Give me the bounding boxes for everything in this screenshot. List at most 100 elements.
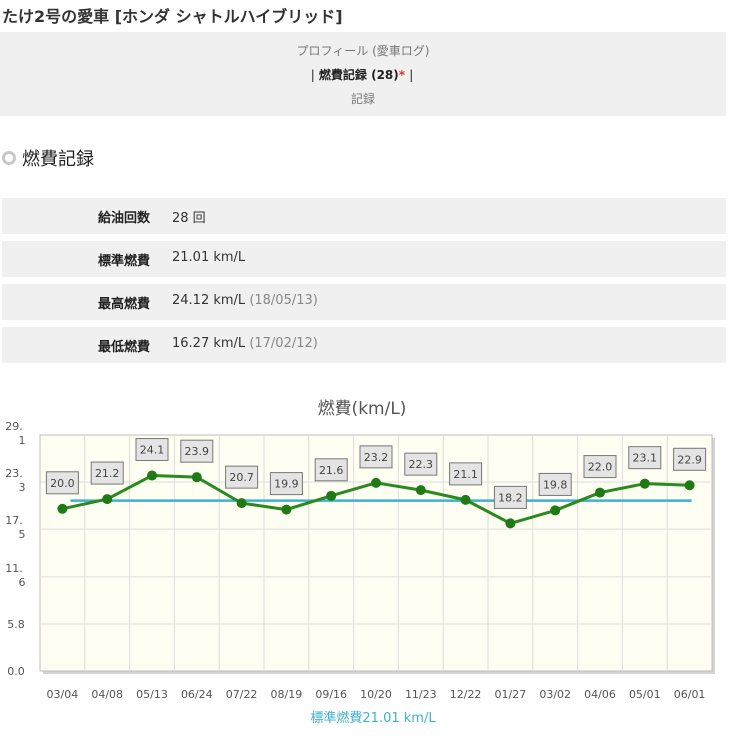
data-label: 23.2 xyxy=(364,451,389,464)
nav-profile-link[interactable]: プロフィール (愛車ログ) xyxy=(296,44,430,58)
fuel-economy-chart-svg: 燃費(km/L) 29.1 23.3 17.5 11.6 5.8 0.0 03/04 04/08… xyxy=(5,399,715,726)
data-label-box xyxy=(269,472,303,496)
stat-row-refuel-count: 給油回数 28 回 xyxy=(2,198,726,234)
nav-records-row: | 燃費記録 (28)* | xyxy=(0,66,726,83)
stat-value: 16.27 km/L (17/02/12) xyxy=(172,336,318,351)
fuel-economy-chart: 燃費(km/L) 29. 1 23. 3 17. 5 11. 6 5.8 0.0 03/04 04/08… xyxy=(0,388,730,738)
y-tick-label: 17. xyxy=(5,514,23,527)
x-tick-label: 04/08 xyxy=(91,688,123,701)
data-label: 21.2 xyxy=(95,467,120,480)
data-label: 20.7 xyxy=(229,471,254,484)
y-tick-label: 23. xyxy=(5,467,23,480)
stat-value-text: 28 回 xyxy=(172,211,206,226)
stat-value: 28 回 xyxy=(172,207,206,226)
nav-new-star-icon: * xyxy=(398,68,406,82)
stat-value-text: 21.01 km/L xyxy=(172,250,246,265)
stat-value: 24.12 km/L (18/05/13) xyxy=(172,293,318,308)
data-label: 22.3 xyxy=(409,458,434,471)
y-tick-label-part: 6 xyxy=(19,576,26,589)
data-point xyxy=(191,472,202,483)
data-point xyxy=(281,504,292,515)
nav-separator-left: | xyxy=(310,68,315,82)
data-label: 22.9 xyxy=(677,453,702,466)
stat-value-text: 16.27 km/L xyxy=(172,336,246,351)
nav-separator-right: | xyxy=(409,68,414,82)
data-point xyxy=(102,494,113,505)
data-label-box xyxy=(673,447,707,471)
section-heading-text: 燃費記録 xyxy=(22,149,94,170)
stat-label: 標準燃費 xyxy=(97,254,150,269)
x-tick-label: 03/04 xyxy=(47,688,79,701)
data-point xyxy=(415,485,426,496)
data-label-box xyxy=(225,465,259,489)
car-nav-panel: プロフィール (愛車ログ) | 燃費記録 (28)* | 記録 xyxy=(0,32,726,116)
x-tick-label: 06/01 xyxy=(674,688,706,701)
nav-memo-link[interactable]: 記録 xyxy=(350,92,375,106)
stat-date: (18/05/13) xyxy=(249,293,318,308)
data-label-box xyxy=(359,445,393,469)
data-point xyxy=(236,498,247,509)
stat-label: 給油回数 xyxy=(97,211,150,226)
data-point xyxy=(684,480,695,491)
car-title-owner: たけ2号の愛車 xyxy=(2,7,110,26)
data-label: 21.6 xyxy=(319,464,344,477)
stat-value: 21.01 km/L xyxy=(172,250,245,265)
data-label-box xyxy=(135,438,169,462)
data-point xyxy=(460,494,471,505)
nav-profile-row: プロフィール (愛車ログ) xyxy=(0,42,726,59)
y-tick-label-part: 1 xyxy=(19,434,26,447)
data-point xyxy=(595,487,605,498)
data-point xyxy=(147,470,157,481)
x-tick-label: 05/13 xyxy=(136,688,168,701)
data-label-box xyxy=(90,461,124,485)
data-label-box xyxy=(180,439,214,463)
data-label-box xyxy=(449,462,483,486)
data-label-box xyxy=(404,452,438,476)
data-label: 22.0 xyxy=(588,461,613,474)
data-point xyxy=(371,477,381,488)
x-tick-label: 01/27 xyxy=(495,688,527,701)
data-point xyxy=(57,503,68,514)
data-label-box xyxy=(45,471,79,495)
car-title-model: [ホンダ シャトルハイブリッド] xyxy=(114,7,343,26)
section-heading: 燃費記録 xyxy=(2,145,94,171)
ring-bullet-icon xyxy=(2,151,16,165)
stat-date: (17/02/12) xyxy=(249,336,318,351)
data-label-box xyxy=(628,446,662,470)
nav-fuel-records-link[interactable]: 燃費記録 (28) xyxy=(318,68,399,82)
stat-row-best: 最高燃費 24.12 km/L (18/05/13) xyxy=(2,284,726,320)
x-tick-label: 03/02 xyxy=(539,688,571,701)
data-label: 19.9 xyxy=(274,478,299,491)
data-label: 18.2 xyxy=(498,491,523,504)
x-tick-label: 09/16 xyxy=(315,688,347,701)
stat-label: 最低燃費 xyxy=(97,340,150,355)
nav-memo-row: 記録 xyxy=(0,90,726,107)
y-tick-label-part: 3 xyxy=(19,481,26,494)
data-point xyxy=(326,490,337,501)
data-point xyxy=(505,518,516,529)
x-tick-label: 12/22 xyxy=(450,688,482,701)
data-label-box xyxy=(493,485,527,509)
data-label: 23.1 xyxy=(633,452,658,465)
stat-value-text: 24.12 km/L xyxy=(172,293,246,308)
chart-title: 燃費(km/L) xyxy=(318,399,407,419)
data-point xyxy=(550,505,561,516)
y-tick-label: 11. xyxy=(5,562,23,575)
x-tick-label: 05/01 xyxy=(629,688,661,701)
x-tick-label: 08/19 xyxy=(271,688,303,701)
data-label-box xyxy=(538,472,572,496)
stat-label: 最高燃費 xyxy=(97,297,150,312)
x-tick-label: 07/22 xyxy=(226,688,258,701)
data-label: 19.8 xyxy=(543,478,568,491)
data-label: 24.1 xyxy=(140,444,165,457)
data-label: 20.0 xyxy=(50,477,75,490)
y-tick-label-part: 5 xyxy=(19,528,26,541)
data-label: 21.1 xyxy=(453,468,478,481)
stat-row-average: 標準燃費 21.01 km/L xyxy=(2,241,726,277)
stat-row-worst: 最低燃費 16.27 km/L (17/02/12) xyxy=(2,327,726,363)
car-title: たけ2号の愛車 [ホンダ シャトルハイブリッド] xyxy=(2,3,343,27)
y-tick-label: 29. xyxy=(5,420,23,433)
legend-average: 標準燃費21.01 km/L xyxy=(310,710,436,726)
x-tick-label: 10/20 xyxy=(360,688,392,701)
y-tick-label: 0.0 xyxy=(7,665,25,678)
